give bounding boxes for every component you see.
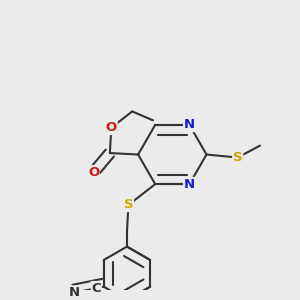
- Text: O: O: [106, 121, 117, 134]
- Text: N: N: [184, 118, 195, 131]
- Text: N: N: [68, 286, 80, 299]
- Text: N: N: [184, 178, 195, 190]
- Text: O: O: [88, 166, 99, 179]
- Text: S: S: [124, 199, 133, 212]
- Text: S: S: [233, 151, 242, 164]
- Text: C: C: [92, 282, 101, 295]
